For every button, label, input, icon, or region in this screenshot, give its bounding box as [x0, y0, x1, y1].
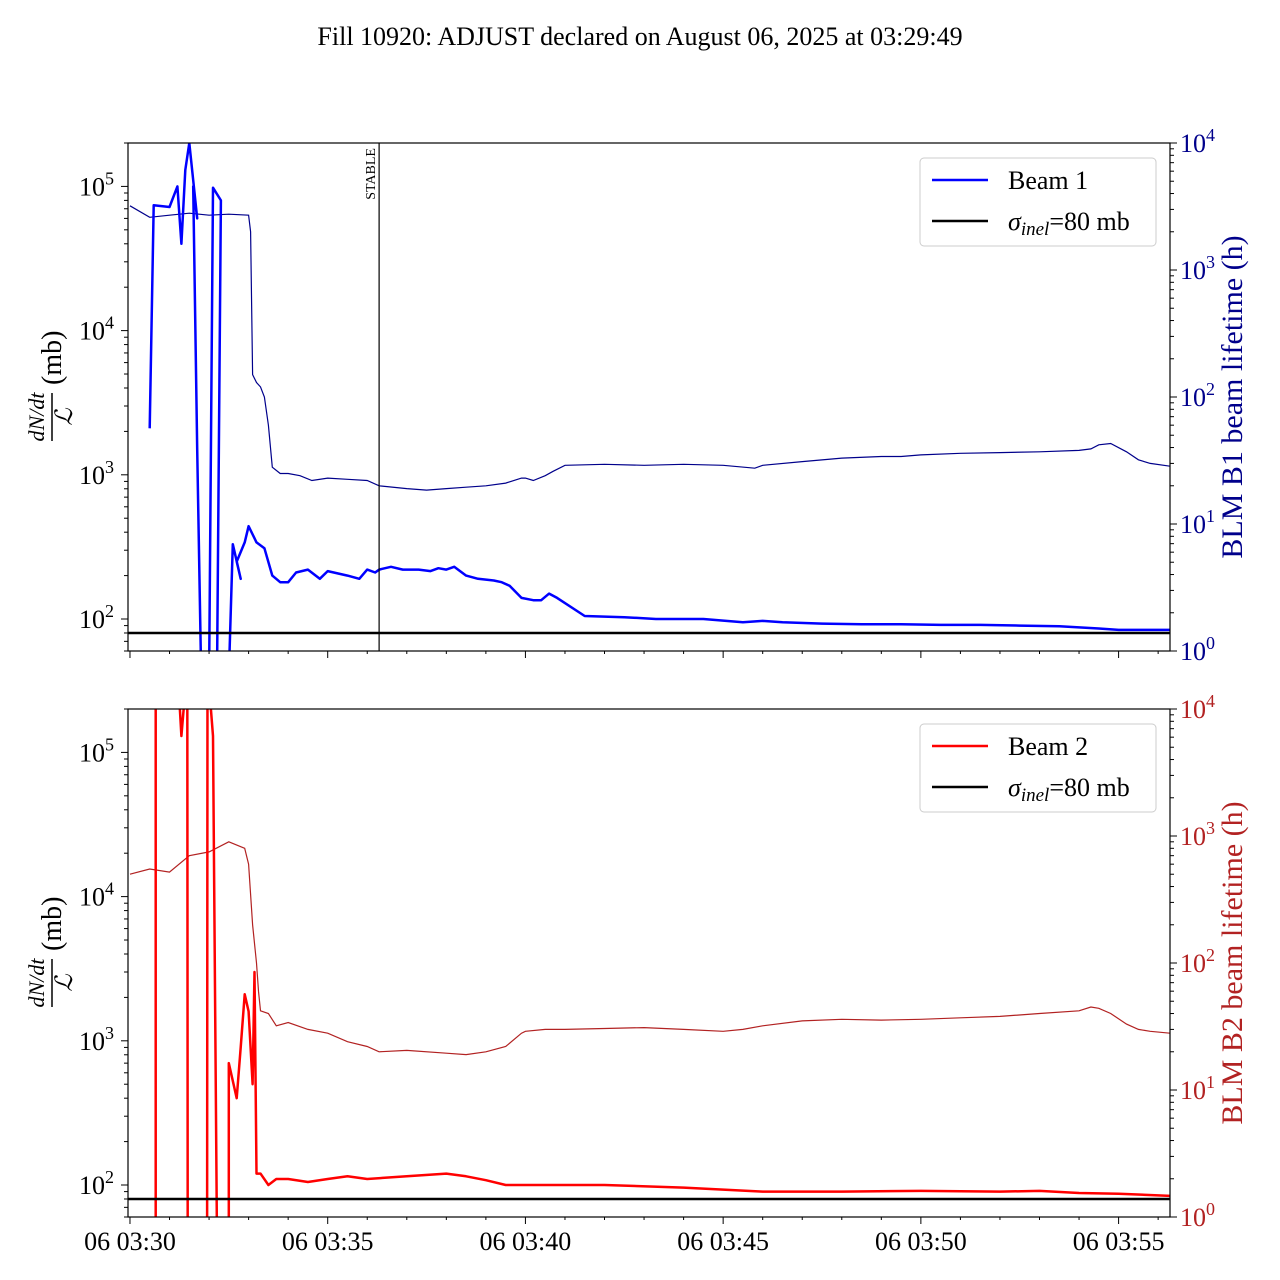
- left-axis-label: dN/dt ℒ (mb): [24, 331, 78, 442]
- right-tick-label: 100: [1180, 633, 1215, 666]
- x-tick-label: 06 03:35: [282, 1227, 374, 1256]
- left-axis-label: dN/dt ℒ (mb): [24, 897, 78, 1008]
- left-axis-label-unit: (mb): [37, 897, 68, 951]
- left-axis-label-denominator: ℒ: [52, 974, 78, 992]
- legend-entry-label: Beam 1: [1008, 166, 1088, 195]
- x-tick-label: 06 03:40: [480, 1227, 572, 1256]
- lifetime-series-line: [129, 205, 1170, 491]
- stable-annotation-label: STABLE: [364, 148, 379, 200]
- right-tick-label: 100: [1180, 1199, 1215, 1232]
- legend-entry-label: σinel=80 mb: [1008, 773, 1130, 806]
- chart-title: Fill 10920: ADJUST declared on August 06…: [317, 22, 962, 51]
- legend: Beam 1 σinel=80 mb: [919, 157, 1157, 247]
- right-axis-label: BLM B1 beam lifetime (h): [1216, 235, 1249, 558]
- right-tick-label: 104: [1180, 691, 1215, 724]
- left-axis-label-unit: (mb): [37, 331, 68, 385]
- plot-content: [128, 143, 1170, 651]
- right-tick-label: 101: [1180, 506, 1215, 539]
- left-tick-label: 103: [79, 1023, 114, 1056]
- right-axis-label: BLM B2 beam lifetime (h): [1216, 801, 1249, 1124]
- legend-entry-label: Beam 2: [1008, 732, 1088, 761]
- left-axis-label-denominator: ℒ: [52, 408, 78, 426]
- beam-series-line: [154, 709, 1170, 1217]
- panel-2: 102 103 104 105 100 101 102 103 104 06 03:30 06 03…: [24, 691, 1249, 1256]
- left-axis-label-numerator: dN/dt: [24, 392, 49, 442]
- legend: Beam 2 σinel=80 mb: [919, 723, 1157, 813]
- right-tick-label: 102: [1180, 945, 1215, 978]
- left-tick-label: 105: [79, 168, 114, 201]
- x-tick-label: 06 03:30: [84, 1227, 176, 1256]
- x-tick-label: 06 03:50: [875, 1227, 967, 1256]
- legend-entry-label: σinel=80 mb: [1008, 207, 1130, 240]
- right-tick-label: 101: [1180, 1072, 1215, 1105]
- x-tick-label: 06 03:55: [1073, 1227, 1165, 1256]
- lifetime-series-line: [129, 841, 1170, 1056]
- left-tick-label: 105: [79, 734, 114, 767]
- left-tick-label: 104: [79, 313, 114, 346]
- left-tick-label: 103: [79, 457, 114, 490]
- right-tick-label: 102: [1180, 379, 1215, 412]
- right-tick-label: 104: [1180, 125, 1215, 158]
- left-tick-label: 102: [79, 601, 114, 634]
- left-tick-label: 104: [79, 879, 114, 912]
- right-tick-label: 103: [1180, 252, 1215, 285]
- left-tick-label: 102: [79, 1167, 114, 1200]
- beam-series-line: [148, 143, 1170, 651]
- left-axis-label-numerator: dN/dt: [24, 958, 49, 1008]
- right-tick-label: 103: [1180, 818, 1215, 851]
- x-tick-label: 06 03:45: [677, 1227, 769, 1256]
- plot-content: [128, 709, 1170, 1217]
- panel-1: STABLE 102 103 104 105 100 101 102 103 104 dN/dt ℒ (…: [24, 125, 1249, 666]
